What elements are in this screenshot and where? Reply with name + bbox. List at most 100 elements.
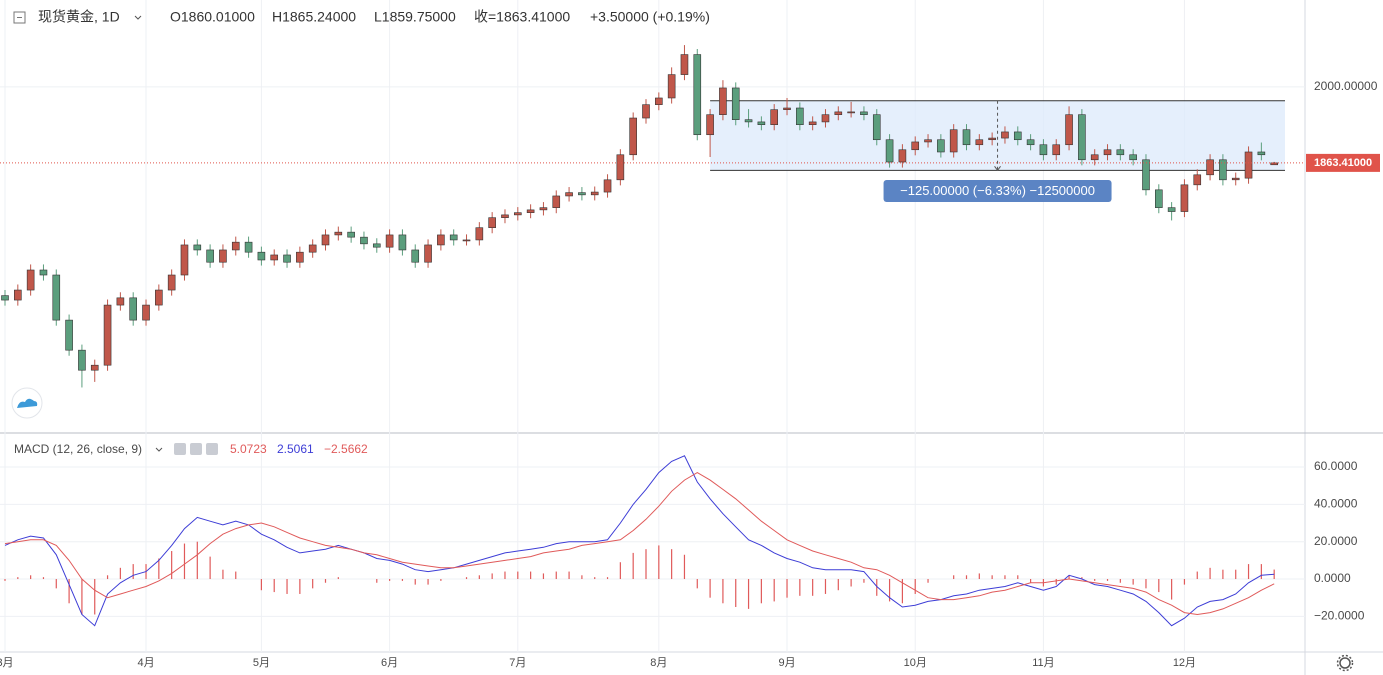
ohlc-open: O1860.01000 [170,9,255,25]
signal-value: −2.5662 [324,442,368,456]
candle-body [1193,174,1202,186]
y-tick-label: 60.0000 [1314,459,1358,473]
candle-body [231,241,240,251]
logo[interactable] [11,387,43,419]
candle-body [783,107,791,110]
macd-title: MACD (12, 26, close, 9) [14,442,142,456]
ohlc-change: +3.50000 (+0.19%) [590,9,710,25]
candle-body [1155,189,1163,208]
candle-body [1270,162,1278,166]
candle-body [1052,144,1061,156]
symbol[interactable]: 现货黄金, 1D [38,9,120,25]
candle-body [962,129,971,146]
y-tick-label: −20.0000 [1314,609,1365,623]
candle-body [244,241,253,253]
candle-body [270,254,279,261]
dropdown-caret [134,15,142,20]
candle-body [321,234,330,246]
measure-label-bg [883,180,1112,202]
candle-body [1142,159,1150,191]
last-price-label: 1863.41000 [1314,157,1372,169]
candle-body [719,87,727,115]
candle-body [898,149,907,163]
candle-body [155,289,163,306]
candle-body [757,121,766,126]
candle-body [616,154,625,181]
ohlc-high: H1865.24000 [272,9,356,25]
close-icon[interactable] [206,443,218,455]
candle-body [911,141,920,151]
candle-body [1039,144,1048,156]
candle-body [680,54,689,75]
candle-body [488,217,496,228]
candle-body [744,119,753,123]
candle-body [834,111,843,115]
candle-body [513,212,522,216]
x-tick-label: 9月 [778,657,795,669]
candle-body [26,269,35,291]
x-tick-label: 3月 [0,657,14,669]
x-tick-label: 7月 [509,657,526,669]
x-tick-label: 12月 [1173,657,1196,669]
y-tick-label: 2000.00000 [1314,79,1378,93]
candle-body [65,319,73,351]
candle-body [206,249,214,263]
candle-body [937,139,945,153]
candle-body [565,192,573,197]
candle-body [975,139,984,146]
marks: −125.00000 (−6.33%) −12500000 [0,45,1305,627]
candle-body [706,114,714,136]
x-tick-label: 8月 [650,657,667,669]
candle-body [1103,149,1112,156]
candle-body [860,111,868,115]
candle-body [142,304,150,321]
candle-body [629,117,637,156]
candle-body [590,191,599,196]
x-tick-label: 5月 [253,657,270,669]
ohlc-low: L1859.75000 [374,9,456,25]
x-tick-label: 6月 [381,657,398,669]
y-tick-label: 0.0000 [1314,571,1351,585]
candle-body [193,244,202,251]
candle-body [475,227,484,241]
candle-body [693,54,702,136]
candle-body [667,74,676,99]
candle-body [796,107,804,126]
candle-body [437,234,445,246]
dropdown-caret [155,447,163,452]
collapse-icon[interactable] [13,11,26,24]
candle-body [1026,139,1035,146]
candle-body [14,289,22,301]
measure-label: −125.00000 (−6.33%) −12500000 [900,183,1095,198]
y-tick-label: 40.0000 [1314,497,1358,511]
candle-body [39,269,48,276]
candle-body [347,231,355,238]
x-tick-label: 4月 [137,657,154,669]
histogram-value: 5.0723 [230,442,267,456]
settings-icon[interactable] [190,443,202,455]
candle-body [1078,114,1086,161]
candle-body [372,243,381,248]
candle-body [462,239,471,242]
settings-gear[interactable] [1336,654,1354,672]
candle-body [1219,159,1227,181]
candle-body [1129,154,1137,161]
candle-body [924,139,932,143]
candle-body [219,249,227,263]
candle-body [808,121,817,126]
candle-body [642,104,650,119]
candle-body [578,192,586,196]
candle-body [988,137,996,141]
eye-icon[interactable] [174,443,186,455]
candle-body [180,244,189,276]
candle-body [167,274,176,291]
candle-body [1244,151,1253,179]
candle-body [1116,149,1125,156]
candle-body [52,274,61,321]
candle-body [78,349,86,371]
candle-body [1065,114,1073,146]
candle-body [1,295,9,301]
candle-body [90,364,99,371]
candle-body [398,234,407,251]
